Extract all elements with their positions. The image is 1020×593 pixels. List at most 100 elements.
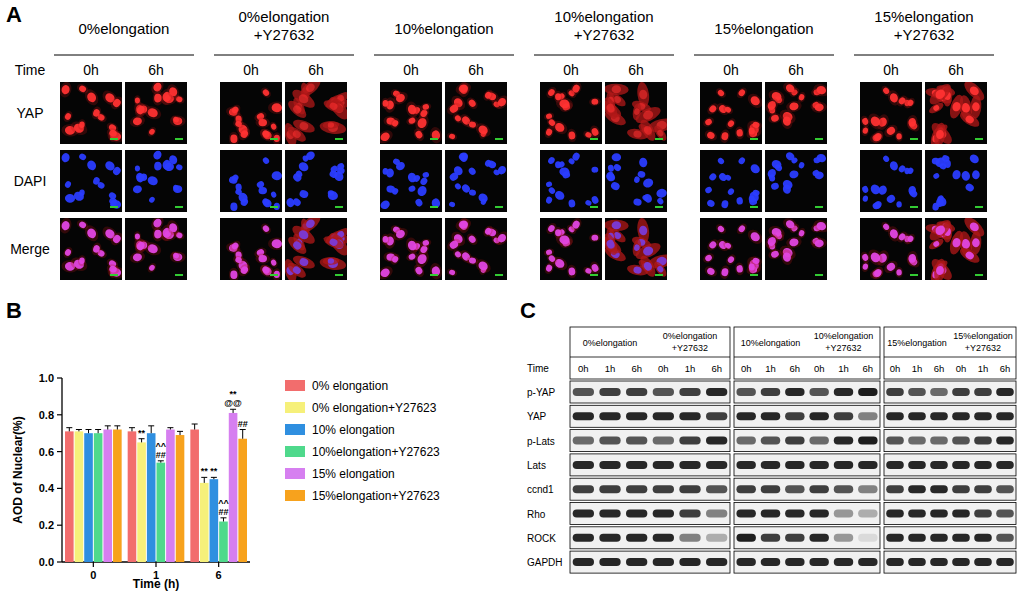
nucleus <box>79 257 85 264</box>
error-bar <box>201 477 207 483</box>
x-tick-label: 0 <box>90 569 96 581</box>
time-label: 0h <box>243 62 259 78</box>
cytoplasm <box>381 98 389 109</box>
error-bar <box>177 431 183 435</box>
blot-band <box>858 534 877 542</box>
cytoplasm <box>589 97 601 106</box>
blot-band <box>996 461 1014 469</box>
blot-band <box>679 388 700 396</box>
time-label: 6h <box>948 62 964 78</box>
nucleus <box>484 227 493 236</box>
nucleus <box>789 102 799 111</box>
cytoplasm <box>724 253 737 267</box>
scale-bar <box>975 138 983 140</box>
nucleus <box>448 171 459 182</box>
micrograph-bg <box>125 218 187 280</box>
nucleus <box>749 94 762 107</box>
time-label: 0h <box>814 363 825 374</box>
cytoplasm <box>268 101 282 114</box>
nucleus <box>454 250 462 259</box>
nucleus <box>972 102 980 111</box>
nucleus <box>896 133 902 140</box>
cytoplasm <box>481 224 495 239</box>
blot-band <box>930 510 948 518</box>
micrograph <box>540 82 602 144</box>
blot-band <box>886 437 904 445</box>
cytoplasm <box>405 251 419 263</box>
error-bar <box>139 439 145 443</box>
blot-strip <box>734 527 880 549</box>
cytoplasm <box>473 120 493 139</box>
cytoplasm <box>554 91 563 103</box>
significance: @@ <box>224 398 242 408</box>
cytoplasm <box>152 90 163 105</box>
scale-bar <box>590 138 598 140</box>
bar <box>84 433 93 562</box>
nucleus <box>297 92 310 105</box>
scale-bar <box>590 206 598 208</box>
nucleus <box>605 171 617 183</box>
nucleus <box>422 103 430 110</box>
cytoplasm <box>322 257 339 266</box>
nucleus <box>968 153 981 166</box>
blot-band <box>952 510 970 518</box>
blot-band <box>886 534 904 542</box>
group-rule <box>854 55 994 56</box>
blot-band <box>736 558 755 566</box>
nucleus <box>292 172 303 183</box>
nucleus <box>85 227 97 240</box>
time-title: Time <box>527 363 549 374</box>
cytoplasm <box>446 131 458 141</box>
nucleus <box>815 221 827 232</box>
blot-band <box>974 437 992 445</box>
blot-band <box>974 485 992 493</box>
nucleus <box>292 240 303 251</box>
nucleus <box>571 83 581 93</box>
nucleus <box>111 98 122 109</box>
cytoplasm <box>780 112 794 130</box>
cytoplasm <box>146 261 158 274</box>
nucleus <box>135 105 146 116</box>
bar <box>219 522 228 562</box>
cytoplasm <box>77 255 86 267</box>
nucleus <box>862 127 869 134</box>
blot-band <box>626 558 647 566</box>
scale-bar <box>175 206 183 208</box>
time-label: 1h <box>605 363 616 374</box>
group-label: +Y27632 <box>894 26 954 43</box>
cytoplasm <box>493 229 507 248</box>
blot-strip <box>734 478 880 500</box>
cytoplasm <box>812 218 827 235</box>
blot-band <box>679 461 700 469</box>
cytoplasm <box>322 98 345 115</box>
error-stem <box>117 426 118 430</box>
nucleus <box>496 164 507 176</box>
cytoplasm <box>465 231 480 247</box>
nucleus <box>736 129 743 137</box>
nucleus <box>477 260 490 272</box>
scale-bar <box>495 138 503 140</box>
cytoplasm <box>703 264 719 279</box>
cytoplasm <box>259 85 273 99</box>
cytoplasm <box>268 237 282 250</box>
blot-band <box>952 388 970 396</box>
nucleus <box>383 236 389 243</box>
nucleus <box>861 117 869 126</box>
nucleus <box>968 221 981 234</box>
cytoplasm <box>785 236 802 249</box>
micrograph <box>445 150 507 212</box>
micrograph-bg <box>125 150 187 212</box>
cytoplasm <box>62 245 75 259</box>
cytoplasm <box>228 103 243 118</box>
blot-band <box>761 558 780 566</box>
nucleus <box>85 91 97 104</box>
cytoplasm <box>719 264 731 279</box>
blot-strip <box>884 503 1016 525</box>
error-stem <box>151 426 152 433</box>
nucleus <box>407 104 418 116</box>
cytoplasm <box>412 263 427 279</box>
cytoplasm <box>389 252 402 266</box>
blot-band <box>706 485 727 493</box>
error-stem <box>88 430 89 434</box>
scale-bar <box>815 138 823 140</box>
